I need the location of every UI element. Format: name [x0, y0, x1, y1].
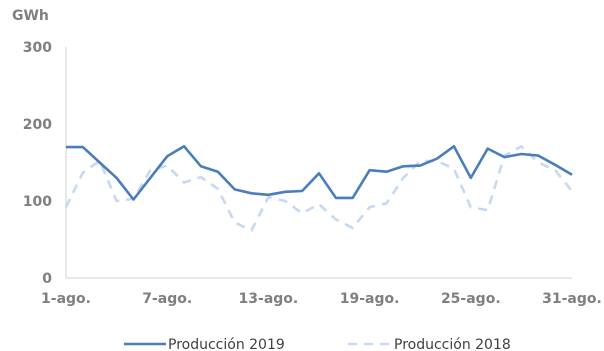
legend: Producción 2019 Producción 2018 — [124, 337, 511, 351]
legend-label: Producción 2019 — [168, 337, 285, 351]
legend-label: Producción 2018 — [394, 337, 511, 351]
y-tick-label: 0 — [42, 271, 52, 287]
y-tick-label: 200 — [23, 117, 52, 133]
series-line-2018 — [64, 145, 574, 232]
x-axis-ticks: 1-ago. 7-ago. 13-ago. 19-ago. 25-ago. 31-ago. — [41, 291, 602, 307]
series-line-2019 — [66, 145, 573, 201]
y-tick-label: 300 — [23, 40, 52, 56]
series-lines — [64, 145, 574, 232]
x-tick-label: 25-ago. — [441, 291, 501, 307]
x-tick-label: 13-ago. — [239, 291, 299, 307]
x-tick-label: 31-ago. — [542, 291, 602, 307]
x-tick-label: 19-ago. — [340, 291, 400, 307]
axes — [65, 47, 572, 279]
y-unit-label: GWh — [12, 8, 49, 24]
x-tick-label: 7-ago. — [142, 291, 192, 307]
y-tick-label: 100 — [23, 194, 52, 210]
y-axis-ticks: 0 100 200 300 — [23, 40, 52, 287]
x-tick-label: 1-ago. — [41, 291, 91, 307]
